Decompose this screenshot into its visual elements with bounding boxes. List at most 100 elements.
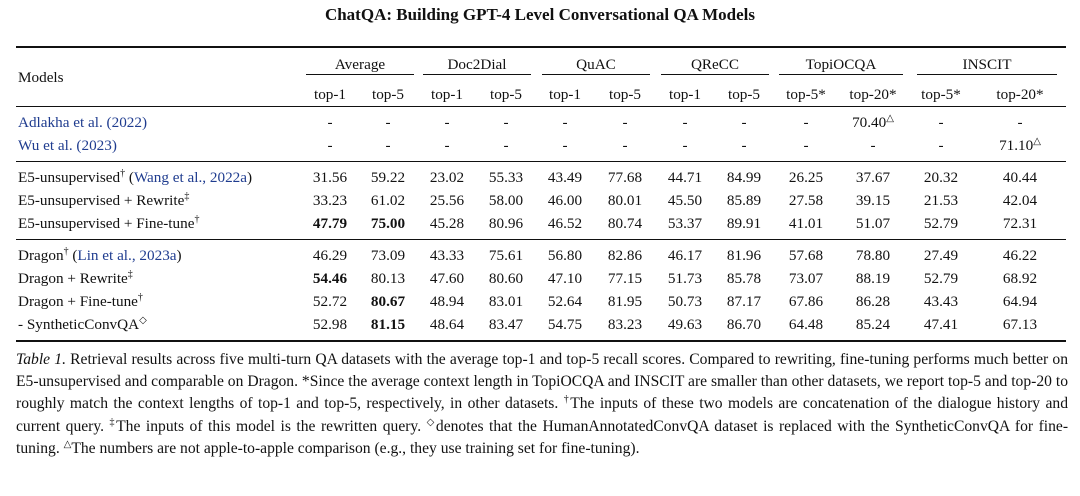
score-value: 73.09: [370, 247, 406, 264]
score-cell: -: [774, 111, 838, 134]
score-value: 83.23: [607, 316, 643, 333]
score-value: 83.01: [488, 293, 524, 310]
score-value: 27.58: [788, 192, 824, 209]
citation-link[interactable]: Wang et al., 2022a: [133, 169, 248, 186]
score-cell: 77.68: [594, 166, 656, 189]
score-value: 51.73: [667, 270, 703, 287]
model-name: Dragon: [18, 247, 64, 264]
score-cell: -: [656, 111, 714, 134]
model-name-cell: Wu et al. (2023): [16, 134, 302, 157]
score-cell: 52.98: [302, 313, 358, 336]
double-dagger-mark: ‡: [109, 416, 117, 428]
score-cell: 46.00: [536, 189, 594, 212]
score-cell: 52.72: [302, 290, 358, 313]
score-cell: 85.24: [838, 313, 908, 336]
score-value: 84.99: [726, 169, 762, 186]
group-header-quac: QuAC: [542, 55, 650, 75]
score-value: 46.00: [547, 192, 583, 209]
model-name-cell: Adlakha et al. (2022): [16, 111, 302, 134]
score-value: 41.01: [788, 215, 824, 232]
model-name[interactable]: Adlakha et al. (2022): [18, 114, 148, 131]
model-name[interactable]: Wu et al. (2023): [18, 137, 117, 154]
metric-header: top-1: [313, 85, 347, 103]
score-value: 82.86: [607, 247, 643, 264]
score-value: 47.60: [429, 270, 465, 287]
score-value: 72.31: [1002, 215, 1038, 232]
triangle-mark: △: [1033, 135, 1041, 147]
score-cell: 89.91: [714, 212, 774, 235]
metric-header: top-5*: [921, 85, 961, 103]
score-cell: 52.64: [536, 290, 594, 313]
score-value: 86.70: [726, 316, 762, 333]
score-value: 47.41: [923, 316, 959, 333]
score-value: 31.56: [312, 169, 348, 186]
score-cell: -: [358, 134, 418, 157]
score-value: 57.68: [788, 247, 824, 264]
score-value: 37.67: [855, 169, 891, 186]
score-cell: -: [594, 111, 656, 134]
citation-link[interactable]: Lin et al., 2023a: [77, 247, 177, 264]
metric-header: top-1: [430, 85, 464, 103]
score-cell: 20.32: [908, 166, 974, 189]
score-cell: -: [774, 134, 838, 157]
triangle-mark: △: [63, 438, 72, 450]
score-value: 52.98: [312, 316, 348, 333]
table-row: Dragon† (Lin et al., 2023a) 46.29 73.09 43.…: [16, 244, 1066, 267]
score-value: 67.13: [1002, 316, 1038, 333]
score-cell: 81.96: [714, 244, 774, 267]
score-cell: 43.43: [908, 290, 974, 313]
score-cell: -: [908, 134, 974, 157]
score-value: 21.53: [923, 192, 959, 209]
score-cell: 85.78: [714, 267, 774, 290]
score-cell: -: [594, 134, 656, 157]
score-cell: 39.15: [838, 189, 908, 212]
score-cell: 83.23: [594, 313, 656, 336]
score-cell: 47.79: [302, 212, 358, 235]
table-row: Wu et al. (2023) - - - - - - - - - - - 71.10△: [16, 134, 1066, 157]
table-header-groups: Models Average Doc2Dial QuAC QReCC TopiO…: [16, 48, 1066, 86]
score-cell: -: [536, 134, 594, 157]
score-cell: 51.07: [838, 212, 908, 235]
score-value: 77.15: [607, 270, 643, 287]
score-cell: 45.50: [656, 189, 714, 212]
model-name-cell: E5-unsupervised + Fine-tune†: [16, 212, 302, 235]
score-cell: 49.63: [656, 313, 714, 336]
score-value: 50.73: [667, 293, 703, 310]
model-name-cell: E5-unsupervised + Rewrite‡: [16, 189, 302, 212]
score-value: 75.61: [488, 247, 524, 264]
score-cell: 46.17: [656, 244, 714, 267]
score-value: 80.60: [488, 270, 524, 287]
model-name: Dragon + Fine-tune: [18, 293, 138, 310]
score-cell: -: [908, 111, 974, 134]
score-cell: 80.60: [476, 267, 536, 290]
score-cell: 61.02: [358, 189, 418, 212]
score-cell: -: [476, 111, 536, 134]
score-value: -: [682, 137, 688, 154]
table-row: Dragon + Fine-tune† 52.72 80.67 48.94 83.01 5…: [16, 290, 1066, 313]
score-value: 52.64: [547, 293, 583, 310]
score-cell: 47.10: [536, 267, 594, 290]
score-value: -: [682, 114, 688, 131]
score-cell: 33.23: [302, 189, 358, 212]
score-value: -: [803, 137, 809, 154]
metric-header: top-5*: [786, 85, 826, 103]
score-value: 49.63: [667, 316, 703, 333]
caption-sentence-5: The numbers are not apple-to-apple compa…: [71, 439, 640, 457]
score-value: 71.10: [999, 137, 1034, 154]
caption-sentence-3: The inputs of this model is the rewritte…: [116, 417, 427, 435]
score-cell: -: [536, 111, 594, 134]
table-row: E5-unsupervised† (Wang et al., 2022a) 31.…: [16, 166, 1066, 189]
score-cell: 87.17: [714, 290, 774, 313]
score-cell: 80.67: [358, 290, 418, 313]
score-value: -: [562, 114, 568, 131]
score-value: 39.15: [855, 192, 891, 209]
score-value: 88.19: [855, 270, 891, 287]
score-value: 77.68: [607, 169, 643, 186]
metric-header: top-1: [548, 85, 582, 103]
score-value: -: [385, 137, 391, 154]
score-cell: 27.58: [774, 189, 838, 212]
score-value: 26.25: [788, 169, 824, 186]
caption-sentence-2: The inputs of these two models are conca…: [16, 395, 1069, 435]
score-value: 58.00: [488, 192, 524, 209]
